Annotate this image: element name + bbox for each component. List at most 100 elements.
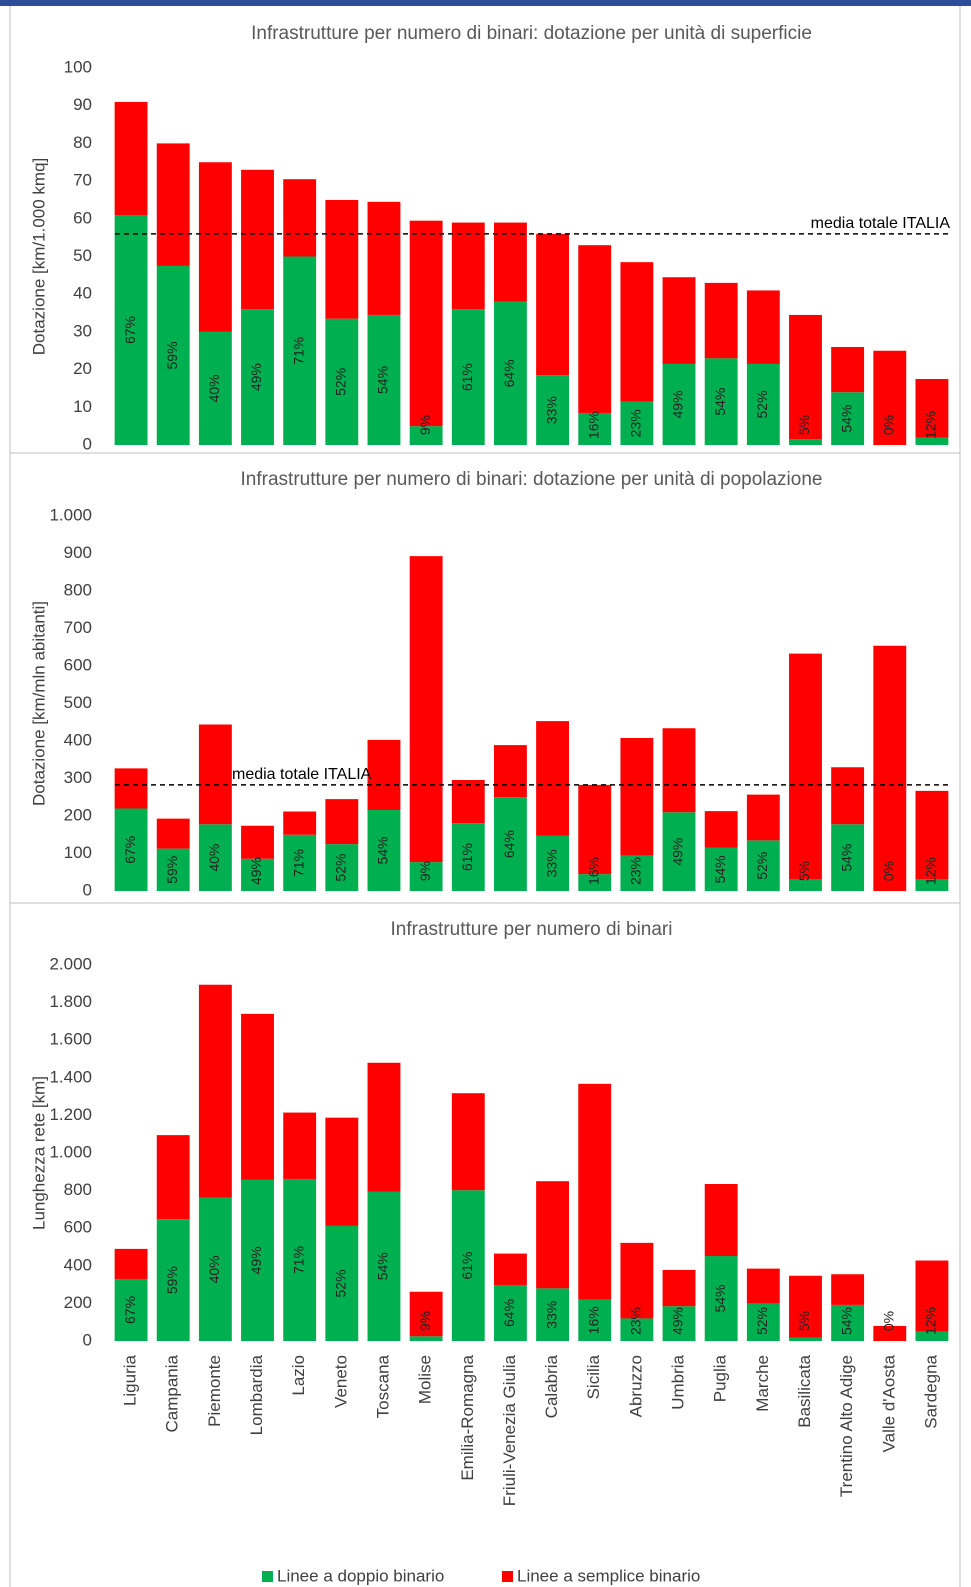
bar-segment (283, 256, 317, 445)
bar-segment (241, 825, 274, 859)
bar-segment (451, 780, 485, 824)
x-tick-label: Piemonte (205, 1355, 224, 1427)
bar-segment (283, 1178, 317, 1341)
bar-segment (493, 301, 527, 445)
bar-segment (409, 862, 443, 891)
y-tick-label: 20 (73, 359, 92, 378)
share-label: 54% (838, 1307, 854, 1335)
bar-segment (831, 392, 865, 445)
chart-title: Infrastrutture per numero di binari (391, 919, 673, 940)
bar-segment (451, 1093, 485, 1191)
bar-segment (578, 1083, 612, 1300)
y-tick-label: 1.800 (49, 992, 92, 1011)
share-label: 16% (585, 1306, 601, 1334)
share-label: 59% (164, 341, 180, 369)
bar-segment (915, 879, 949, 891)
reference-label: media totale ITALIA (811, 215, 951, 232)
y-tick-label: 100 (64, 843, 92, 862)
bar-segment (283, 179, 317, 257)
y-tick-label: 2.000 (49, 954, 92, 973)
y-tick-label: 0 (83, 880, 92, 899)
y-tick-label: 700 (64, 618, 92, 637)
x-tick-label: Puglia (711, 1354, 730, 1402)
bar-segment (746, 840, 780, 891)
bar-segment (662, 812, 696, 891)
share-label: 23% (628, 857, 644, 885)
y-axis-title: Dotazione [km/1.000 kmq] (29, 158, 48, 355)
share-label: 71% (290, 849, 306, 877)
x-tick-label: Emilia-Romagna (458, 1354, 477, 1480)
bar-segment (241, 858, 274, 891)
bar-segment (536, 375, 570, 445)
bar-segment (493, 797, 527, 891)
x-tick-label: Molise (416, 1355, 435, 1404)
bar-segment (325, 799, 359, 845)
x-tick-label: Liguria (121, 1354, 140, 1406)
top-bar (0, 0, 971, 6)
bar-segment (873, 645, 907, 891)
bar-segment (578, 412, 612, 445)
share-label: 52% (754, 852, 770, 880)
bar-segment (915, 1260, 949, 1332)
bar-segment (283, 811, 317, 835)
bar-segment (789, 314, 822, 440)
bar-segment (156, 1135, 190, 1220)
bar-segment (198, 1197, 232, 1341)
bar-segment (367, 739, 401, 810)
x-tick-label: Trentino Alto Adige (837, 1355, 856, 1497)
bar-segment (578, 1299, 612, 1341)
bar-segment (536, 721, 570, 836)
share-label: 33% (543, 396, 559, 424)
share-label: 59% (164, 856, 180, 884)
legend-label: Linee a doppio binario (277, 1566, 444, 1585)
share-label: 52% (333, 854, 349, 882)
y-tick-label: 900 (64, 543, 92, 562)
y-tick-label: 30 (73, 321, 92, 340)
bar-segment (662, 277, 696, 364)
share-label: 49% (248, 363, 264, 391)
x-tick-label: Lombardia (247, 1354, 266, 1435)
x-tick-label: Valle d'Aosta (879, 1354, 898, 1452)
share-label: 54% (375, 366, 391, 394)
bar-segment (367, 810, 401, 891)
share-label: 54% (712, 388, 728, 416)
bar-segment (325, 844, 359, 891)
bar-segment (409, 220, 443, 427)
bar-segment (536, 233, 570, 376)
share-label: 49% (670, 390, 686, 418)
share-label: 23% (628, 409, 644, 437)
y-tick-label: 500 (64, 693, 92, 712)
bar-segment (367, 201, 401, 315)
bar-segment (915, 437, 949, 445)
y-tick-label: 600 (64, 655, 92, 674)
x-tick-label: Marche (753, 1355, 772, 1412)
bar-segment (114, 1248, 148, 1279)
y-tick-label: 800 (64, 580, 92, 599)
share-label: 61% (459, 843, 475, 871)
bar-segment (198, 824, 232, 891)
bar-segment (746, 363, 780, 445)
bar-segment (409, 1291, 443, 1337)
y-tick-label: 300 (64, 768, 92, 787)
share-label: 54% (838, 844, 854, 872)
bar-segment (578, 245, 612, 413)
y-tick-label: 1.000 (49, 505, 92, 524)
share-label: 5% (796, 415, 812, 435)
share-label: 52% (333, 368, 349, 396)
bar-segment (409, 1336, 443, 1341)
share-label: 49% (248, 1246, 264, 1274)
bar-segment (156, 1219, 190, 1341)
share-label: 59% (164, 1266, 180, 1294)
bar-segment (620, 855, 654, 891)
x-tick-label: Sardegna (921, 1354, 940, 1428)
bar-segment (578, 784, 612, 875)
y-axis-title: Dotazione [km/mln abitanti] (29, 601, 48, 806)
share-label: 9% (417, 415, 433, 435)
bar-segment (704, 847, 738, 891)
share-label: 16% (585, 857, 601, 885)
bar-segment (283, 1112, 317, 1179)
share-label: 54% (838, 405, 854, 433)
share-label: 67% (122, 316, 138, 344)
bar-segment (831, 346, 865, 393)
